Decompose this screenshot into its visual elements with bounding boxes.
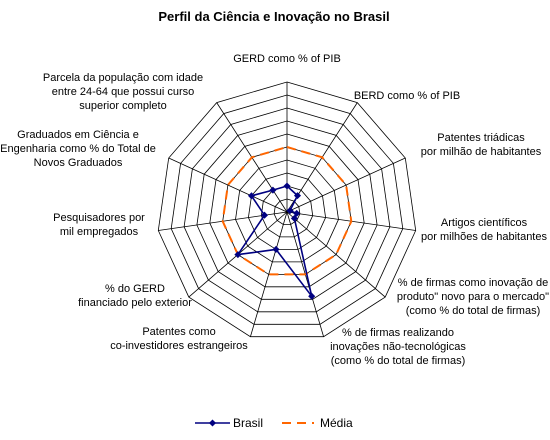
axis-label-1: BERD como % of PIB: [354, 90, 460, 102]
radar-grid: [157, 81, 417, 338]
grid-ring-7: [196, 120, 378, 300]
axis-label-7: % do GERD financiado pelo exterior: [78, 283, 192, 309]
axis-label-3: Artigos científicos por milhões de habita…: [421, 217, 547, 243]
grid-ring-3: [247, 172, 327, 250]
data-point-1: [293, 192, 302, 200]
axis-spoke-2: [286, 157, 406, 213]
legend-label-media: Média: [320, 416, 353, 430]
series-line-brasil: [236, 185, 313, 297]
axis-spoke-9: [168, 157, 288, 213]
axis-label-6: Patentes como co-investidores estrangeiro…: [110, 326, 248, 352]
axis-spoke-6: [250, 211, 288, 337]
legend-label-brasil: Brasil: [233, 416, 263, 430]
axis-spoke-4: [286, 211, 386, 298]
grid-ring-1: [273, 198, 301, 225]
axis-label-0: GERD como % of PIB: [233, 53, 341, 65]
axis-label-5: % de firmas realizando inovações não-tecn…: [330, 327, 466, 367]
axis-labels: GERD como % of PIB BERD como % of PIB Pate…: [0, 53, 549, 367]
data-point-4: [290, 214, 298, 222]
series-line-mdia: [221, 145, 353, 276]
grid-ring-4: [235, 159, 339, 263]
axis-label-2: Patentes triádicas por milhão de habitant…: [421, 132, 542, 158]
axis-label-8: Pesquisadores por mil empregados: [53, 212, 145, 238]
axis-label-10: Parcela da população com idade entre 24-6…: [43, 72, 203, 112]
data-point-0: [283, 182, 291, 190]
axis-label-4: % de firmas como inovação de produto" nov…: [397, 277, 549, 317]
data-point-7: [234, 251, 242, 259]
grid-ring-2: [260, 185, 314, 238]
legend: Brasil Média: [195, 416, 353, 430]
data-point-8: [260, 211, 269, 219]
data-point-3: [293, 209, 301, 217]
data-point-5: [308, 292, 316, 300]
grid-ring-6: [209, 133, 365, 288]
axis-label-9: Graduados em Ciência e Engenharia como % …: [0, 129, 156, 169]
data-point-10: [269, 186, 277, 194]
chart-title: Perfil da Ciência e Inovação no Brasil: [158, 9, 389, 24]
series-layer: [221, 145, 353, 300]
legend-marker-brasil: [208, 419, 217, 427]
grid-ring-8: [183, 107, 391, 313]
grid-ring-10: [157, 81, 417, 338]
data-point-6: [272, 245, 280, 253]
data-point-9: [247, 192, 256, 200]
data-point-2: [286, 207, 294, 215]
grid-ring-9: [170, 94, 404, 325]
